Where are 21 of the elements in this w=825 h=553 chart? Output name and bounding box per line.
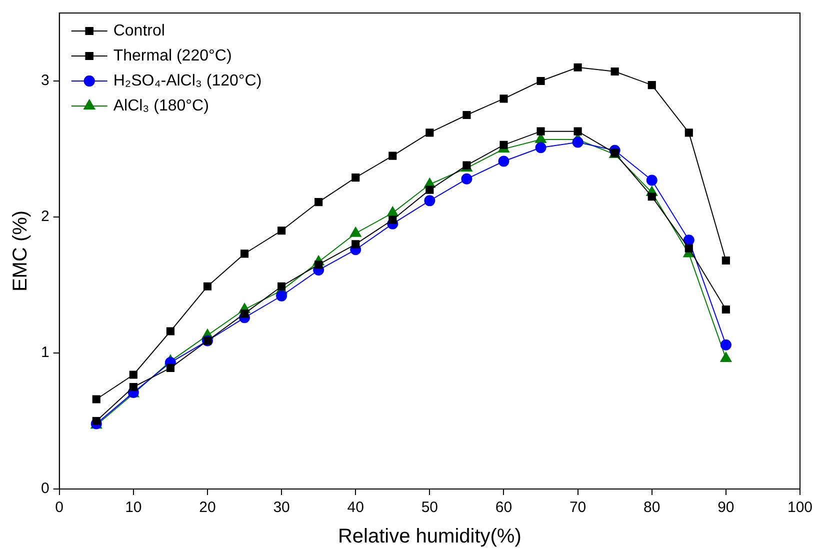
y-tick-label: 2 xyxy=(41,208,50,226)
legend-label: Control xyxy=(113,22,165,40)
y-tick-label: 3 xyxy=(41,72,50,90)
y-tick-label: 0 xyxy=(41,480,50,498)
x-axis-title: Relative humidity(%) xyxy=(338,526,522,548)
y-axis-title: EMC (%) xyxy=(10,210,32,292)
x-tick-label: 40 xyxy=(347,499,364,516)
x-tick-label: 80 xyxy=(644,499,660,516)
x-tick-label: 50 xyxy=(421,499,438,516)
y-tick-label: 1 xyxy=(41,344,50,362)
legend-label: Thermal (220°C) xyxy=(113,47,232,64)
x-tick-label: 60 xyxy=(495,499,512,516)
legend-label: AlCl₃ (180°C) xyxy=(113,97,209,114)
legend-label: H₂SO₄-AlCl₃ (120°C) xyxy=(113,72,262,90)
x-tick-label: 100 xyxy=(787,499,813,516)
x-tick-label: 70 xyxy=(569,499,586,516)
x-tick-label: 10 xyxy=(125,499,142,516)
x-tick-label: 0 xyxy=(55,499,64,516)
x-tick-label: 30 xyxy=(273,499,290,516)
x-tick-label: 20 xyxy=(199,499,216,516)
x-tick-label: 90 xyxy=(718,499,734,516)
